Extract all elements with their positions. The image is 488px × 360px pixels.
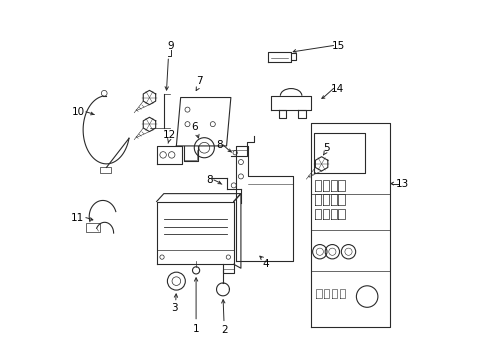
Text: 1: 1	[192, 324, 199, 334]
Text: 2: 2	[221, 325, 227, 335]
Text: 15: 15	[331, 41, 345, 50]
Text: 8: 8	[205, 175, 212, 185]
Text: 3: 3	[171, 303, 178, 314]
Text: 8: 8	[216, 140, 222, 150]
Text: 7: 7	[196, 76, 203, 86]
Bar	[100, 167, 111, 173]
Text: 6: 6	[191, 122, 198, 132]
Text: 11: 11	[71, 213, 84, 222]
Text: 13: 13	[395, 179, 408, 189]
Text: 4: 4	[262, 259, 269, 269]
Text: 9: 9	[167, 41, 174, 50]
Text: 10: 10	[72, 107, 85, 117]
Text: 12: 12	[162, 130, 176, 140]
Bar	[86, 223, 100, 232]
Text: 14: 14	[330, 84, 344, 94]
Text: 5: 5	[322, 143, 329, 153]
